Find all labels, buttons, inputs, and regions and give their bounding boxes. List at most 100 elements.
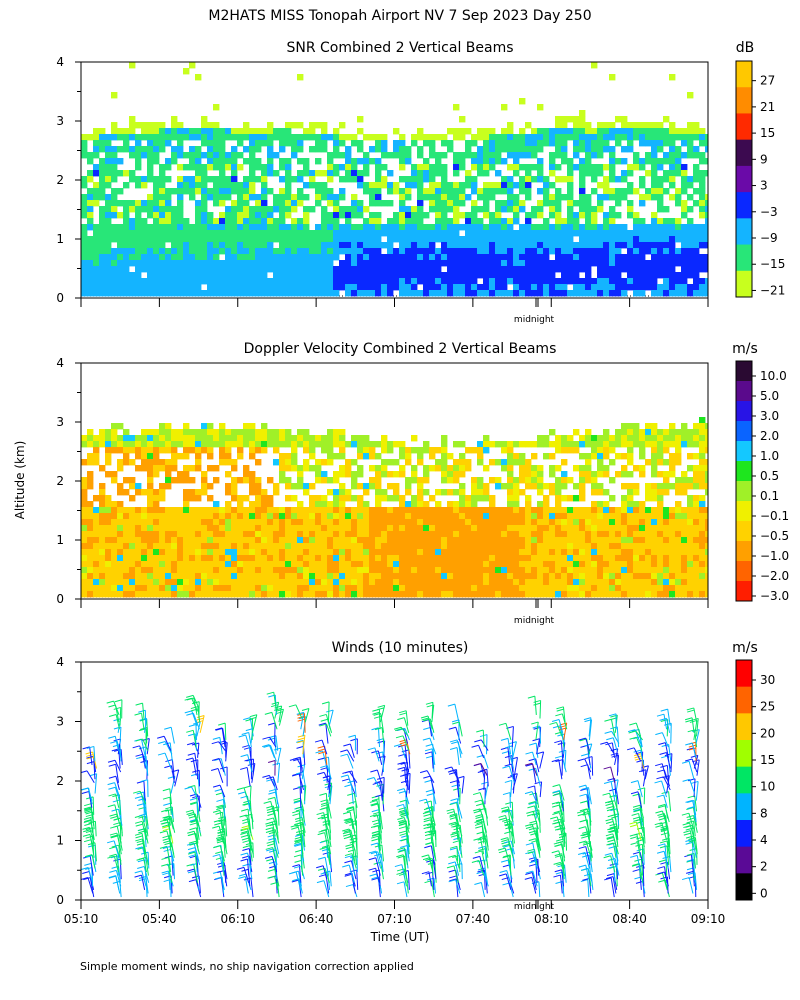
doppler-cell xyxy=(447,591,454,598)
doppler-cell xyxy=(507,585,514,592)
snr-cell xyxy=(141,182,148,189)
snr-cell xyxy=(225,284,232,291)
doppler-cell xyxy=(621,435,628,442)
snr-cell xyxy=(441,176,448,183)
doppler-cell xyxy=(309,525,316,532)
doppler-cell xyxy=(591,453,598,460)
doppler-cell xyxy=(201,537,208,544)
doppler-cell xyxy=(159,573,166,580)
doppler-cell xyxy=(543,561,550,568)
doppler-cell xyxy=(249,543,256,550)
snr-cell xyxy=(465,176,472,183)
snr-cell xyxy=(327,236,334,243)
doppler-cell xyxy=(105,579,112,586)
snr-cell xyxy=(597,242,604,249)
snr-cell xyxy=(507,242,514,249)
snr-cell xyxy=(663,272,670,279)
doppler-cell xyxy=(351,567,358,574)
doppler-cell xyxy=(423,543,430,550)
snr-cell xyxy=(663,266,670,273)
doppler-cell xyxy=(177,519,184,526)
snr-cell xyxy=(177,134,184,141)
snr-cell xyxy=(297,248,304,255)
doppler-cell xyxy=(447,471,454,478)
snr-cell xyxy=(285,158,292,165)
doppler-cell xyxy=(633,513,640,520)
snr-cell xyxy=(387,170,394,177)
snr-cell xyxy=(279,134,286,141)
doppler-cell xyxy=(147,585,154,592)
doppler-cell xyxy=(213,465,220,472)
snr-cell xyxy=(225,236,232,243)
snr-cell xyxy=(135,212,142,219)
snr-cell xyxy=(645,152,652,159)
snr-cell xyxy=(525,170,532,177)
doppler-cell xyxy=(519,585,526,592)
doppler-cell xyxy=(93,543,100,550)
doppler-cell xyxy=(189,429,196,436)
snr-cell xyxy=(201,176,208,183)
doppler-cell xyxy=(99,591,106,598)
doppler-cell xyxy=(591,537,598,544)
snr-cell xyxy=(303,248,310,255)
snr-cell xyxy=(693,260,700,267)
snr-cell xyxy=(537,278,544,285)
snr-cell xyxy=(603,188,610,195)
doppler-cell xyxy=(441,585,448,592)
snr-cell xyxy=(429,284,436,291)
snr-cell xyxy=(543,248,550,255)
doppler-cell xyxy=(267,555,274,562)
doppler-cell xyxy=(693,507,700,514)
snr-cell xyxy=(471,140,478,147)
doppler-cell xyxy=(177,549,184,556)
doppler-cell xyxy=(453,549,460,556)
snr-cell xyxy=(477,158,484,165)
doppler-cell xyxy=(417,573,424,580)
doppler-cell xyxy=(225,531,232,538)
doppler-cell xyxy=(525,573,532,580)
snr-cell xyxy=(129,260,136,267)
snr-cell xyxy=(243,290,250,297)
doppler-cell xyxy=(471,561,478,568)
doppler-cell xyxy=(351,543,358,550)
doppler-cell xyxy=(129,579,136,586)
snr-cell xyxy=(693,278,700,285)
doppler-cell xyxy=(645,555,652,562)
doppler-cell xyxy=(111,543,118,550)
doppler-cell xyxy=(279,519,286,526)
snr-cell xyxy=(309,248,316,255)
doppler-cell xyxy=(465,555,472,562)
snr-cell xyxy=(129,272,136,279)
snr-cell xyxy=(513,194,520,201)
doppler-cell xyxy=(213,549,220,556)
snr-cell xyxy=(231,170,238,177)
snr-cell xyxy=(423,164,430,171)
snr-cell xyxy=(351,248,358,255)
snr-cell xyxy=(351,230,358,237)
snr-cell xyxy=(381,254,388,261)
snr-cell xyxy=(267,152,274,159)
doppler-cell xyxy=(687,579,694,586)
doppler-cell xyxy=(525,507,532,514)
doppler-cell xyxy=(561,447,568,454)
snr-cell xyxy=(261,182,268,189)
snr-cell xyxy=(273,284,280,291)
snr-cell xyxy=(537,254,544,261)
snr-cell xyxy=(525,272,532,279)
snr-cell xyxy=(489,284,496,291)
snr-cell xyxy=(147,158,154,165)
snr-cell xyxy=(687,218,694,225)
doppler-cell xyxy=(267,531,274,538)
doppler-cell xyxy=(153,459,160,466)
snr-cell xyxy=(669,128,676,135)
doppler-cell xyxy=(651,561,658,568)
snr-cell xyxy=(171,188,178,195)
snr-cell xyxy=(459,194,466,201)
doppler-cell xyxy=(249,423,256,430)
snr-cell xyxy=(279,188,286,195)
snr-cell xyxy=(597,146,604,153)
doppler-cell xyxy=(129,519,136,526)
snr-cell xyxy=(213,230,220,237)
doppler-cell xyxy=(573,543,580,550)
doppler-cell xyxy=(459,585,466,592)
